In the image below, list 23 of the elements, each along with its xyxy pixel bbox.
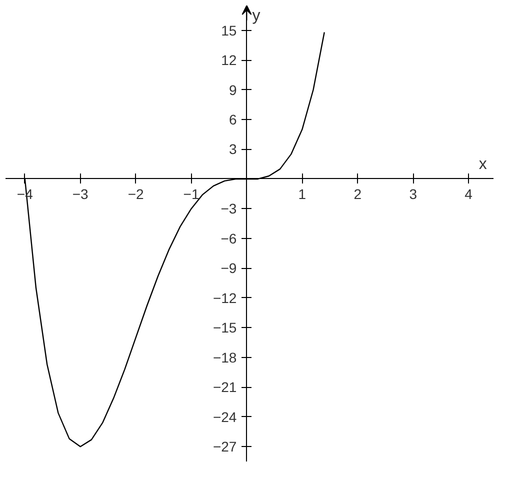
x-tick-label: 3	[409, 186, 418, 202]
x-axis-title: x	[478, 156, 487, 174]
y-tick-label: −18	[212, 349, 237, 366]
y-tick-label: 3	[228, 141, 237, 158]
x-tick-label: −2	[128, 186, 144, 202]
x-tick-label: −3	[72, 186, 89, 202]
y-tick-label: 6	[228, 112, 237, 128]
y-tick-label: −6	[220, 230, 237, 246]
x-tick-label: −1	[183, 186, 200, 202]
y-tick-label: −12	[212, 290, 237, 306]
y-axis-title: y	[252, 7, 260, 24]
x-tick-label: 2	[354, 186, 362, 202]
y-tick-label: 9	[228, 82, 237, 98]
x-tick-label: 4	[464, 186, 473, 202]
y-tick-label: −15	[212, 320, 237, 336]
x-tick-label: 1	[298, 186, 306, 202]
y-tick-label: 12	[221, 52, 237, 68]
y-tick-label: −3	[220, 200, 237, 217]
y-tick-label: −9	[220, 260, 237, 276]
y-tick-label: −24	[212, 408, 237, 425]
y-tick-label: −21	[212, 379, 237, 396]
y-tick-label: −27	[212, 438, 237, 455]
y-tick-label: 15	[221, 22, 237, 38]
